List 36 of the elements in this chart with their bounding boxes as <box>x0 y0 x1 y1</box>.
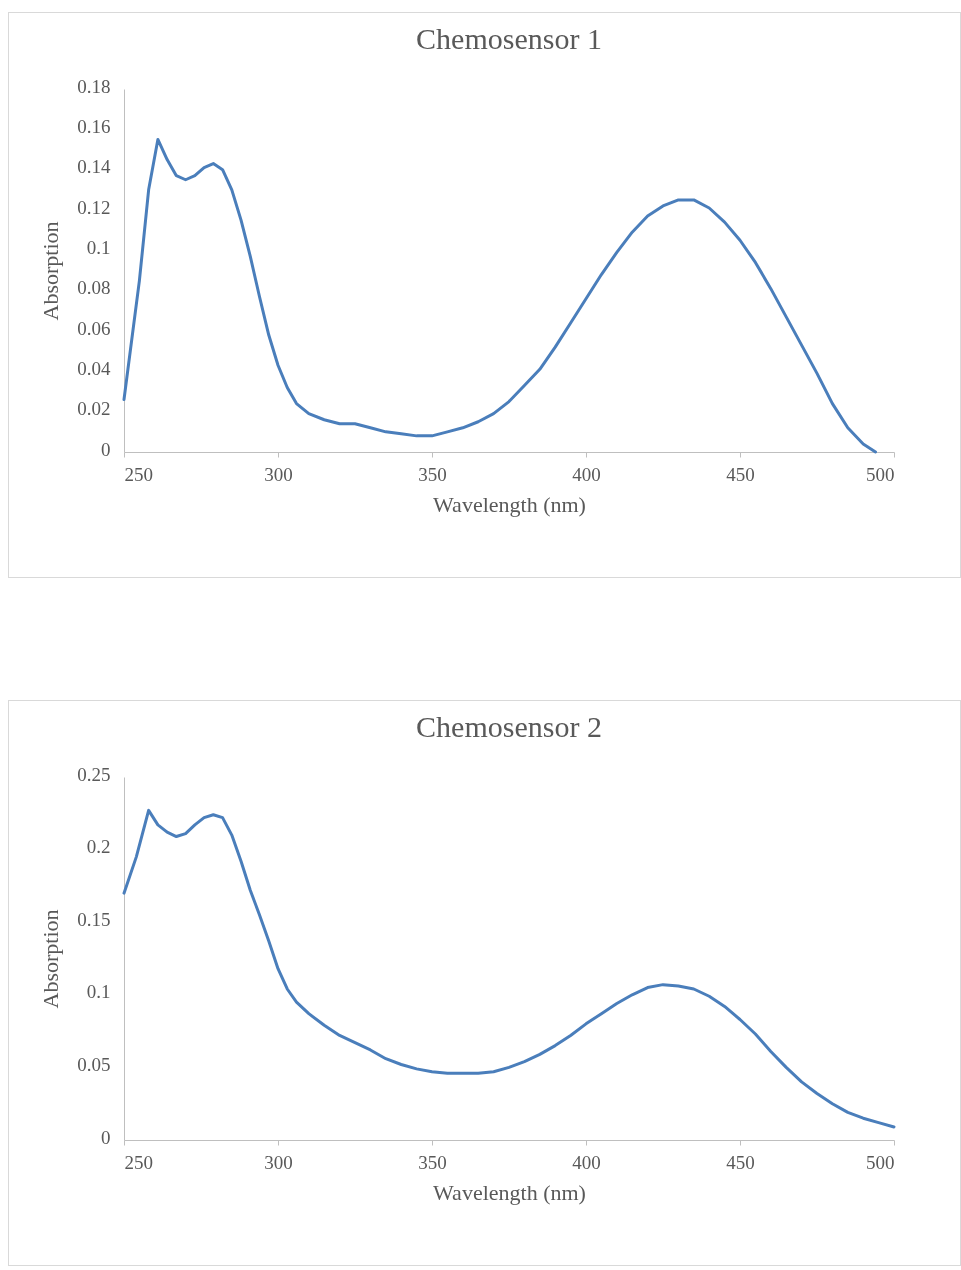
y-tick-label: 0.1 <box>86 236 111 258</box>
y-tick-label: 0.14 <box>77 156 111 178</box>
y-tick-label: 0.18 <box>77 75 111 97</box>
y-tick-label: 0.25 <box>77 763 111 785</box>
x-tick-label: 400 <box>572 1151 601 1173</box>
y-axis-title: Absorption <box>38 909 64 1009</box>
x-tick-label: 400 <box>572 463 601 485</box>
x-axis-title: Wavelength (nm) <box>433 491 586 517</box>
y-tick-label: 0.16 <box>77 115 111 137</box>
x-tick-label: 450 <box>726 463 755 485</box>
chart-title: Chemosensor 2 <box>416 710 602 743</box>
x-tick-label: 250 <box>124 463 153 485</box>
y-tick-label: 0.2 <box>86 836 111 858</box>
x-tick-label: 350 <box>418 463 447 485</box>
y-tick-label: 0.06 <box>77 317 111 339</box>
y-tick-label: 0.08 <box>77 277 111 299</box>
x-axis-title: Wavelength (nm) <box>433 1179 586 1205</box>
y-tick-label: 0 <box>101 438 111 460</box>
line-series <box>122 808 896 1129</box>
x-tick-label: 300 <box>264 463 293 485</box>
y-tick-label: 0.04 <box>77 357 111 379</box>
x-tick-label: 500 <box>866 463 895 485</box>
x-tick-label: 500 <box>866 1151 895 1173</box>
x-tick-label: 250 <box>124 1151 153 1173</box>
chart-title: Chemosensor 1 <box>416 22 602 55</box>
x-tick-label: 350 <box>418 1151 447 1173</box>
y-tick-label: 0 <box>101 1126 111 1148</box>
y-axis-title: Absorption <box>38 221 64 321</box>
x-tick-label: 300 <box>264 1151 293 1173</box>
y-tick-label: 0.12 <box>77 196 111 218</box>
y-tick-label: 0.1 <box>86 981 111 1003</box>
y-tick-label: 0.05 <box>77 1053 111 1075</box>
y-tick-label: 0.15 <box>77 908 111 930</box>
line-series <box>122 137 878 454</box>
x-tick-label: 450 <box>726 1151 755 1173</box>
y-tick-label: 0.02 <box>77 398 111 420</box>
